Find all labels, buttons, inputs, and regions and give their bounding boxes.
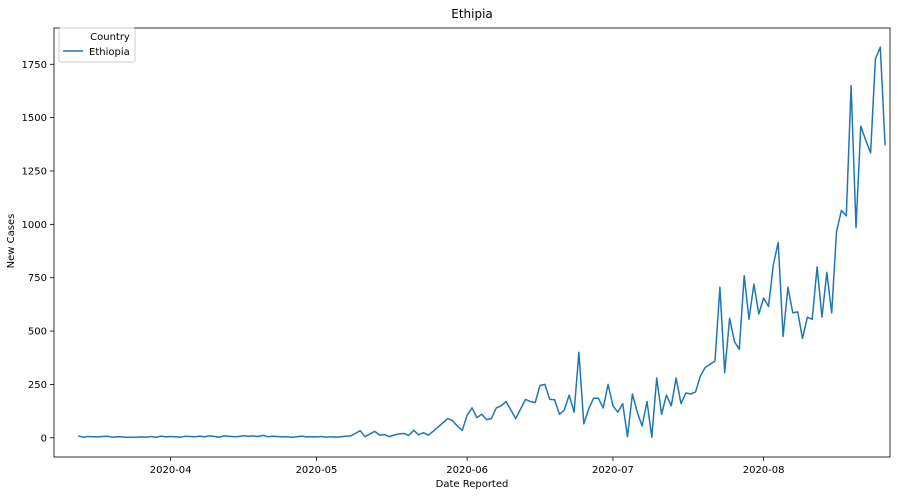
- y-tick-label: 1250: [22, 167, 47, 178]
- legend-entry-ethiopia: Ethiopia: [89, 47, 130, 58]
- x-tick-label: 2020-07: [592, 465, 634, 476]
- y-tick-label: 1500: [22, 113, 47, 124]
- x-tick-label: 2020-04: [150, 465, 192, 476]
- y-tick-label: 1750: [22, 60, 47, 71]
- legend-title: Country: [90, 32, 130, 43]
- legend: Country Ethiopia: [58, 27, 136, 63]
- y-tick-label: 500: [28, 327, 47, 338]
- y-tick-label: 750: [28, 273, 47, 284]
- y-axis-label: New Cases: [6, 214, 17, 269]
- plot-area: [53, 27, 891, 458]
- x-tick-label: 2020-08: [743, 465, 785, 476]
- chart-title: Ethipia: [451, 7, 493, 21]
- series-line-ethiopia: [78, 46, 886, 439]
- x-axis-label: Date Reported: [436, 479, 509, 490]
- plot-frame: [53, 27, 891, 458]
- x-axis: 2020-04 2020-05 2020-06 2020-07 2020-08: [150, 457, 785, 476]
- y-tick-label: 250: [28, 380, 47, 391]
- y-tick-label: 0: [41, 433, 47, 444]
- x-tick-label: 2020-05: [296, 465, 338, 476]
- y-axis: 0 250 500 750 1000 1250 1500 1750: [22, 60, 54, 444]
- legend-box: [58, 27, 136, 63]
- y-tick-label: 1000: [22, 220, 47, 231]
- x-tick-label: 2020-06: [446, 465, 488, 476]
